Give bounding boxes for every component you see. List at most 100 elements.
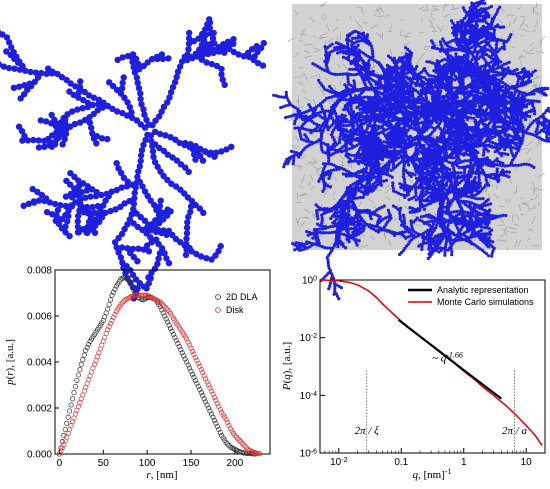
dla-particle (150, 201, 158, 209)
dla-particle (427, 187, 432, 191)
dla-particle (140, 141, 147, 149)
dla-particle (457, 188, 461, 192)
dla-particle (482, 225, 486, 229)
medium-segment (327, 37, 334, 44)
dla-particle (481, 197, 485, 201)
dla-particle (13, 53, 20, 61)
dla-particle (467, 179, 471, 183)
medium-segment (520, 197, 524, 200)
dla-particle (321, 189, 325, 193)
medium-segment (451, 3, 455, 10)
dla-particle (445, 181, 449, 185)
medium-segment (304, 50, 310, 54)
dla-particle (134, 223, 141, 231)
medium-segment (403, 205, 411, 211)
dla-particle (145, 274, 152, 281)
dla-particle (390, 175, 394, 179)
dla-particle (128, 211, 135, 218)
dla-particle (20, 202, 27, 209)
medium-segment (423, 45, 432, 48)
dla-particle (115, 234, 122, 242)
dla-particle (210, 46, 218, 53)
dla-particle (178, 58, 186, 65)
dla-particle (432, 216, 436, 220)
dla-particle (84, 103, 92, 111)
dla-particle (391, 186, 395, 190)
medium-segment (520, 148, 528, 150)
dla-particle (347, 209, 351, 213)
dla-particle (472, 178, 476, 182)
dla-particle (454, 238, 458, 243)
dla-particle (507, 170, 511, 174)
dla-particle (137, 213, 144, 221)
dla-particle (53, 129, 61, 136)
dla-particle (495, 157, 499, 161)
medium-segment (533, 9, 540, 16)
dla-particle (176, 63, 184, 70)
dla-particle (410, 224, 414, 228)
dla-particle (389, 168, 393, 172)
dla-particle (413, 173, 417, 177)
dla-particle (163, 255, 170, 262)
dla-particle (488, 208, 492, 212)
dla-particle (425, 170, 430, 174)
dla-particle (402, 172, 406, 176)
dla-particle (113, 244, 120, 251)
dla-particle (131, 189, 138, 197)
dla-particle (306, 233, 310, 237)
dla-particle (392, 189, 396, 193)
medium-segment (313, 50, 318, 53)
dla-particle (130, 63, 137, 71)
dla-particle (471, 166, 475, 171)
dla-particle (75, 193, 83, 200)
dla-particle (320, 221, 324, 225)
dla-particle (432, 147, 436, 151)
dla-particle (496, 125, 500, 129)
dla-particle (109, 105, 116, 113)
dla-particle (427, 240, 431, 245)
dla-particle (15, 123, 23, 130)
dla-particle (483, 122, 487, 127)
medium-segment (523, 49, 527, 53)
dla-particle (130, 253, 137, 261)
dla-particle (167, 134, 174, 141)
dla-particle (347, 213, 351, 217)
dla-particle (503, 133, 507, 137)
dla-particle (450, 253, 454, 257)
dla-particle (382, 228, 386, 232)
dla-particle (118, 230, 126, 238)
dla-particle (460, 210, 464, 214)
dla-particle (155, 113, 163, 120)
dla-particle (113, 160, 120, 167)
dla-particle (427, 246, 431, 250)
dla-particle (471, 158, 475, 162)
dla-particle (440, 132, 444, 136)
dla-particle (185, 168, 192, 175)
medium-segment (332, 197, 337, 200)
dla-particle (468, 164, 472, 168)
medium-segment (313, 214, 317, 219)
medium-segment (288, 117, 295, 122)
dla-particle (43, 70, 50, 78)
dla-particle (484, 161, 488, 165)
dla-particle (414, 151, 418, 155)
dla-particle (414, 188, 418, 192)
dla-particle (137, 95, 144, 103)
medium-segment (496, 238, 500, 242)
medium-segment (319, 73, 321, 80)
dla-particle (8, 44, 15, 51)
medium-segment (320, 16, 326, 21)
medium-segment (404, 35, 409, 39)
dla-particle (29, 185, 36, 193)
dla-particle (251, 53, 258, 60)
dla-particle (193, 250, 200, 258)
dla-particle (48, 120, 55, 127)
dla-particle (389, 216, 393, 220)
dla-particle (444, 183, 448, 187)
dla-particle (385, 171, 389, 175)
dla-particle (16, 66, 24, 73)
dla-particle (327, 159, 331, 163)
medium-segment (295, 217, 299, 226)
dla-particle (223, 146, 230, 153)
dla-particle (156, 130, 164, 138)
